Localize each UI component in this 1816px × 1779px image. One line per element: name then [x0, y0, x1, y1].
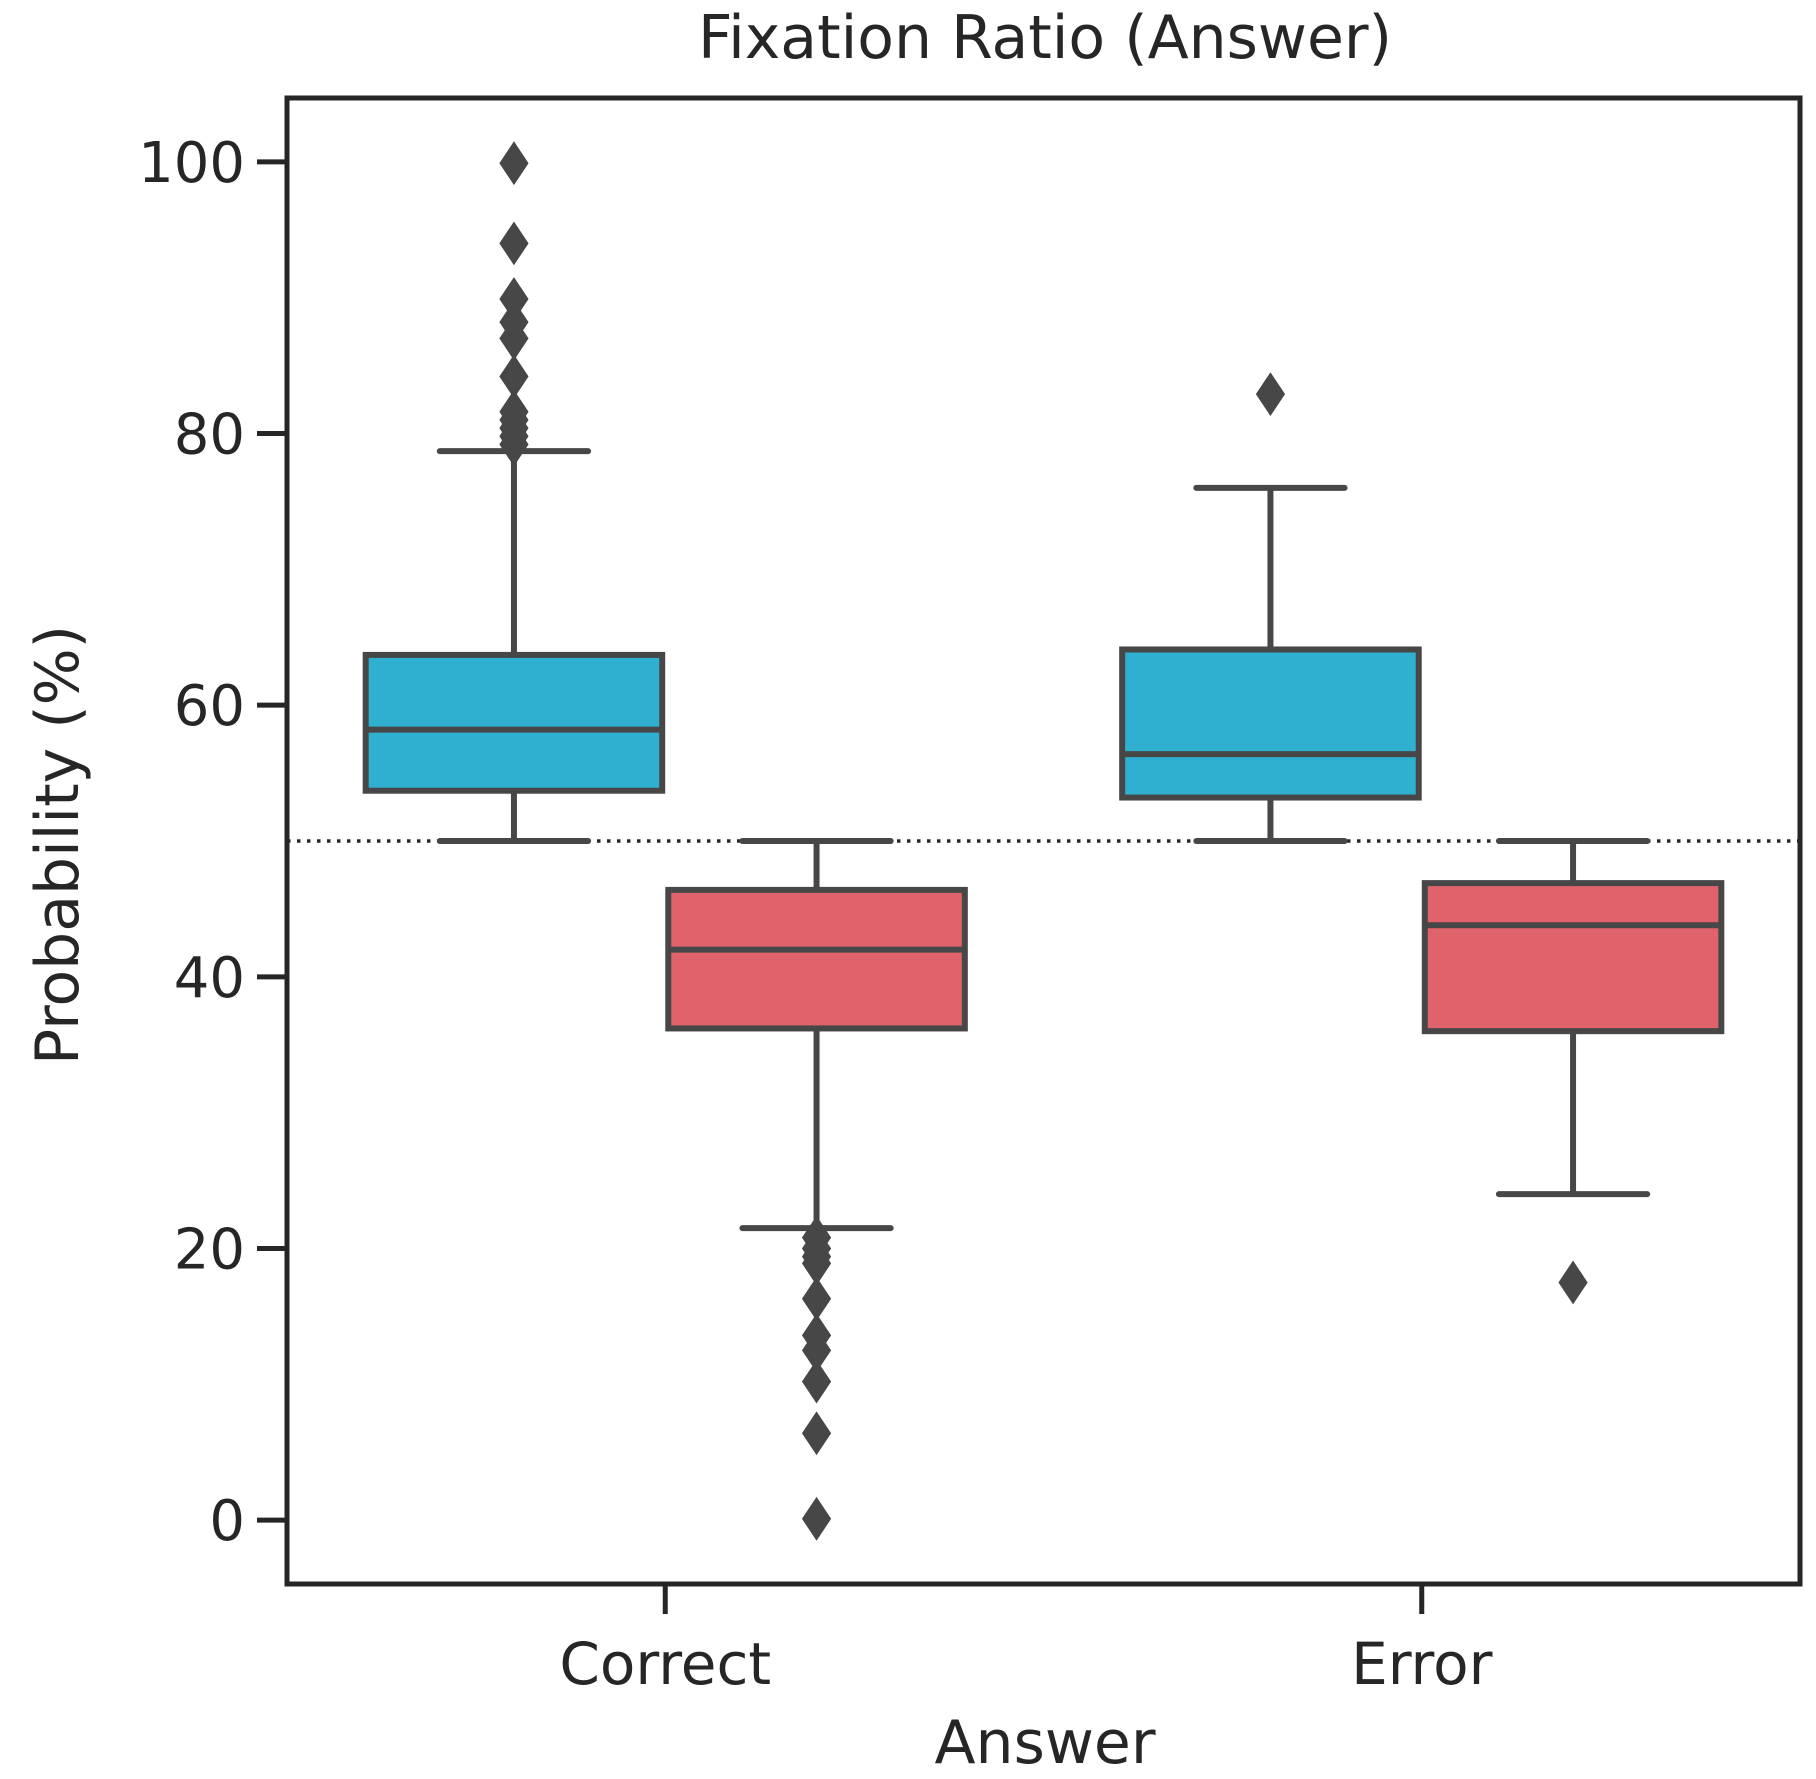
y-tick-label: 40 [174, 946, 245, 1011]
y-tick-label: 0 [209, 1489, 245, 1554]
iqr-box [1421, 880, 1725, 1035]
outlier-point [1255, 372, 1286, 417]
iqr-box [1119, 646, 1422, 801]
outlier-point [499, 389, 529, 434]
box-correct-series-0 [362, 448, 666, 844]
boxes-layer [362, 448, 1725, 1232]
outlier-point [499, 221, 529, 266]
outlier-point [801, 1496, 832, 1541]
outlier-point [499, 141, 529, 186]
outlier-point [801, 1411, 832, 1456]
y-tick-label: 60 [174, 674, 245, 739]
outlier-point [499, 300, 529, 345]
box-correct-series-1 [665, 838, 968, 1232]
x-tick-label-correct: Correct [559, 1630, 771, 1698]
x-axis-label: Answer [935, 1708, 1156, 1778]
y-tick-label: 80 [174, 403, 245, 468]
y-axis-label: Probability (%) [23, 625, 93, 1065]
box-error-series-1 [1421, 838, 1725, 1198]
iqr-box [665, 886, 968, 1032]
x-tick-label-error: Error [1351, 1630, 1493, 1698]
x-axis-ticks: Correct Error [559, 1584, 1493, 1698]
outlier-point [1558, 1260, 1588, 1305]
y-tick-label: 100 [138, 131, 245, 196]
outlier-point [801, 1359, 832, 1404]
y-tick-label: 20 [174, 1217, 245, 1282]
outlier-point [499, 354, 529, 399]
outlier-point [499, 277, 529, 321]
iqr-box [362, 651, 666, 794]
chart-title: Fixation Ratio (Answer) [698, 3, 1392, 73]
y-axis-ticks: 0 20 40 60 80 100 [138, 131, 287, 1554]
plot-frame [284, 95, 1803, 1587]
outliers-layer [499, 141, 1588, 1541]
outlier-point [801, 1276, 832, 1321]
box-error-series-0 [1119, 484, 1422, 844]
